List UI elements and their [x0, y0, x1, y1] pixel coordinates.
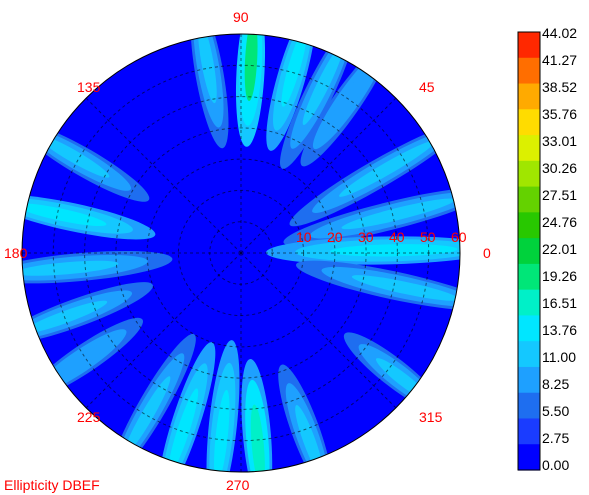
lobe-right-3 [266, 236, 460, 265]
colorbar-cell [518, 32, 540, 59]
lobe-core [124, 376, 171, 454]
angle-label-315: 315 [419, 409, 443, 425]
chart-caption: Ellipticity DBEF [4, 477, 100, 493]
grid-spoke-315 [240, 252, 397, 409]
colorbar-cell [518, 238, 540, 265]
colorbar-border [517, 31, 541, 471]
lobe-core [244, 34, 258, 102]
lobe-bottom-3 [206, 340, 240, 472]
colorbar-tick-label: 30.26 [542, 160, 577, 176]
colorbar-tick-label: 38.52 [542, 79, 577, 95]
colorbar-cell [518, 289, 540, 317]
grid-spoke-225 [85, 252, 242, 409]
angle-label-45: 45 [419, 79, 435, 95]
lobe-core [214, 389, 230, 472]
lobe-core [281, 34, 308, 107]
grid-ring-40 [115, 127, 367, 379]
lobe-left-3 [22, 251, 173, 284]
colorbar-cell [518, 57, 540, 85]
grid-spoke-45 [240, 97, 397, 254]
lobe-core [327, 60, 377, 129]
radial-label-40: 40 [389, 229, 405, 245]
lobe-top-4 [279, 34, 356, 169]
polar-grid [22, 34, 460, 472]
colorbar-cell [518, 418, 540, 445]
colorbar-tick-label: 0.00 [542, 457, 569, 473]
colorbar-cell [518, 392, 540, 420]
angle-label-135: 135 [77, 79, 101, 95]
lobe-left-2 [22, 194, 156, 240]
colorbar-tick-label: 8.25 [542, 376, 569, 392]
radial-label-60: 60 [451, 229, 467, 245]
colorbar-cell [518, 366, 540, 394]
colorbar-tick-label: 44.02 [542, 25, 577, 41]
grid-spoke-135 [85, 97, 242, 254]
radial-label-50: 50 [420, 229, 436, 245]
grid-ring-30 [146, 158, 336, 348]
colorbar-cell [518, 315, 540, 342]
radial-label-30: 30 [358, 229, 374, 245]
lobe-core [23, 300, 108, 334]
angle-label-180: 180 [4, 245, 28, 261]
lobe-core [341, 198, 456, 230]
angle-label-90: 90 [233, 9, 249, 25]
colorbar [517, 31, 541, 471]
lobe-core [198, 34, 217, 104]
lobe-core [339, 140, 435, 197]
lobe-left-4 [22, 282, 153, 344]
lobe-core [250, 404, 265, 472]
colorbar-cell [518, 83, 540, 110]
radial-label-20: 20 [327, 229, 343, 245]
radial-label-10: 10 [296, 229, 312, 245]
colorbar-tick-label: 2.75 [542, 430, 569, 446]
colorbar-tick-label: 5.50 [542, 403, 569, 419]
lobe-bottom-2 [158, 342, 216, 472]
colorbar-cell [518, 160, 540, 188]
colorbar-labels: 44.02 41.27 38.52 35.76 33.01 30.26 27.5… [542, 25, 577, 473]
colorbar-tick-label: 33.01 [542, 133, 577, 149]
lobe-core [351, 275, 460, 301]
lobe-bottom-1 [110, 333, 196, 472]
colorbar-tick-label: 41.27 [542, 52, 577, 68]
colorbar-tick-label: 35.76 [542, 106, 577, 122]
colorbar-cell [518, 444, 540, 471]
colorbar-tick-label: 27.51 [542, 187, 577, 203]
colorbar-tick-label: 19.26 [542, 268, 577, 284]
colorbar-cell [518, 109, 540, 136]
colorbar-cell [518, 135, 540, 162]
angle-label-225: 225 [77, 409, 101, 425]
lobe-core [22, 260, 119, 276]
angle-label-270: 270 [226, 477, 250, 493]
colorbar-tick-label: 16.51 [542, 295, 577, 311]
angle-label-0: 0 [483, 245, 491, 261]
colorbar-tick-label: 22.01 [542, 241, 577, 257]
colorbar-tick-label: 11.00 [542, 349, 576, 365]
colorbar-cell [518, 263, 540, 291]
lobe-core [22, 203, 107, 227]
plot-border [21, 33, 461, 473]
colorbar-tick-label: 24.76 [542, 214, 577, 230]
colorbar-tick-label: 13.76 [542, 322, 577, 338]
lobe-core [302, 44, 344, 126]
colorbar-cell [518, 186, 540, 213]
colorbar-cell [518, 341, 540, 368]
colorbar-cell [518, 212, 540, 239]
lobe-core [37, 134, 110, 178]
lobe-core [168, 388, 199, 472]
